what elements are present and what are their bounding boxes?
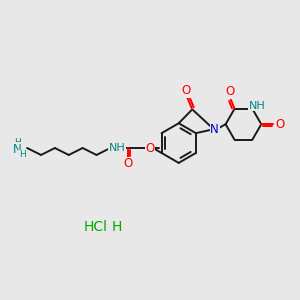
- Text: O: O: [182, 84, 191, 97]
- Text: NH: NH: [109, 143, 126, 153]
- Text: H: H: [111, 220, 122, 234]
- Text: H: H: [14, 138, 21, 147]
- Text: O: O: [124, 158, 133, 170]
- Text: O: O: [146, 142, 154, 154]
- Text: N: N: [210, 123, 219, 136]
- Text: O: O: [225, 85, 234, 98]
- Text: O: O: [275, 118, 285, 131]
- Text: N: N: [13, 142, 22, 155]
- Text: H: H: [19, 151, 26, 160]
- Text: NH: NH: [249, 101, 266, 111]
- Text: HCl: HCl: [83, 220, 107, 234]
